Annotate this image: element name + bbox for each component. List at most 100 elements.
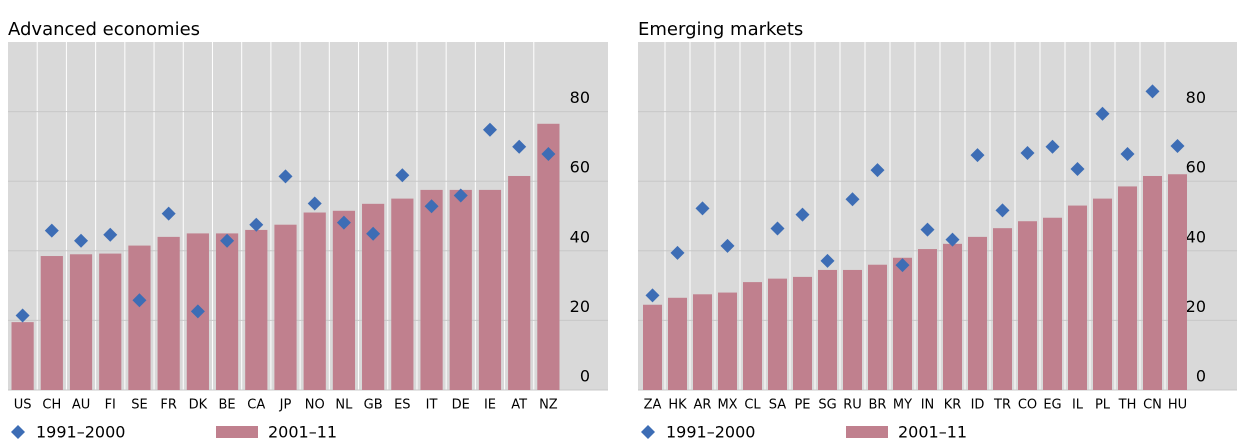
bar — [128, 245, 151, 390]
diamond-marker — [670, 245, 685, 260]
x-tick-label: IT — [426, 398, 438, 413]
x-tick-label: AU — [72, 398, 90, 413]
x-tick-label: GB — [364, 398, 383, 413]
bar — [743, 282, 762, 390]
bar — [1093, 198, 1112, 390]
bar — [843, 269, 862, 390]
x-tick-label: BE — [219, 398, 236, 413]
diamond-marker — [190, 304, 205, 319]
bar — [968, 236, 987, 390]
x-tick-label: SE — [131, 398, 147, 413]
bar — [303, 212, 326, 390]
legend-label: 1991–2000 — [36, 423, 125, 442]
bar — [693, 294, 712, 390]
y-tick-label: 20 — [1186, 297, 1206, 316]
diamond-marker — [1070, 162, 1085, 177]
bar — [420, 189, 443, 390]
diamond-marker — [366, 226, 381, 241]
diamond-marker — [645, 288, 660, 303]
bar — [99, 253, 122, 390]
x-tick-label: AT — [511, 398, 527, 413]
x-tick-label: CA — [247, 398, 265, 413]
x-tick-label: IL — [1072, 398, 1084, 413]
diamond-marker — [541, 147, 556, 162]
diamond-marker — [845, 192, 860, 207]
diamond-marker — [1170, 139, 1185, 154]
y-tick-label: 0 — [580, 367, 590, 386]
bar — [11, 322, 34, 390]
diamond-marker — [278, 169, 293, 184]
bar — [1018, 221, 1037, 390]
bar — [245, 229, 268, 390]
diamond-marker — [44, 223, 59, 238]
bar — [508, 175, 531, 390]
x-tick-label: FI — [105, 398, 116, 413]
diamond-marker — [103, 227, 118, 242]
x-tick-label: ES — [394, 398, 410, 413]
y-tick-label: 40 — [1186, 227, 1206, 246]
plot-background — [638, 42, 1237, 390]
diamond-marker — [395, 168, 410, 183]
bar — [943, 243, 962, 390]
diamond-marker — [74, 233, 89, 248]
y-tick-label: 40 — [570, 227, 590, 246]
x-tick-label: IE — [484, 398, 496, 413]
x-tick-label: DK — [189, 398, 208, 413]
diamond-marker — [695, 201, 710, 216]
diamond-marker — [424, 199, 439, 214]
x-tick-label: NO — [305, 398, 325, 413]
diamond-marker — [482, 122, 497, 137]
diamond-marker — [1045, 139, 1060, 154]
diamond-marker — [970, 148, 985, 163]
x-tick-label: CL — [744, 398, 761, 413]
bar — [362, 203, 385, 390]
y-tick-label: 60 — [1186, 158, 1206, 177]
bar — [643, 304, 662, 390]
bar — [391, 198, 414, 390]
diamond-marker — [795, 207, 810, 222]
bar — [215, 233, 239, 390]
x-tick-label: JP — [279, 398, 292, 413]
bar — [40, 256, 63, 390]
bar — [993, 228, 1012, 390]
bar — [718, 292, 737, 390]
bar — [478, 189, 502, 390]
chart-title: Advanced economies — [8, 19, 200, 40]
diamond-marker — [307, 196, 322, 211]
x-tick-label: HK — [668, 398, 687, 413]
x-tick-label: EG — [1043, 398, 1061, 413]
bar — [668, 297, 687, 390]
x-tick-label: IN — [921, 398, 935, 413]
y-tick-label: 0 — [1196, 367, 1206, 386]
bar — [793, 276, 812, 390]
x-tick-label: ID — [971, 398, 985, 413]
x-tick-label: CH — [42, 398, 61, 413]
x-tick-label: PL — [1095, 398, 1111, 413]
diamond-marker — [249, 217, 264, 232]
y-tick-label: 20 — [570, 297, 590, 316]
x-tick-label: NL — [335, 398, 353, 413]
legend-swatch — [216, 426, 258, 438]
bar — [1068, 205, 1087, 390]
legend-diamond — [641, 425, 655, 439]
diamond-marker — [945, 232, 960, 247]
diamond-marker — [1145, 84, 1160, 99]
x-tick-label: TH — [1118, 398, 1137, 413]
legend-label: 1991–2000 — [666, 423, 755, 442]
bar — [449, 189, 472, 390]
x-tick-label: HU — [1168, 398, 1187, 413]
bar — [1143, 175, 1162, 390]
diamond-marker — [336, 215, 351, 230]
legend-label: 2001–11 — [268, 423, 337, 442]
diamond-marker — [161, 206, 176, 221]
x-tick-label: MX — [717, 398, 737, 413]
bar — [818, 269, 837, 390]
diamond-marker — [770, 221, 785, 236]
x-tick-label: KR — [944, 398, 962, 413]
bar — [537, 123, 560, 390]
bar — [918, 249, 937, 390]
x-tick-label: MY — [893, 398, 912, 413]
bar — [1168, 174, 1187, 390]
chart-title: Emerging markets — [638, 19, 803, 40]
